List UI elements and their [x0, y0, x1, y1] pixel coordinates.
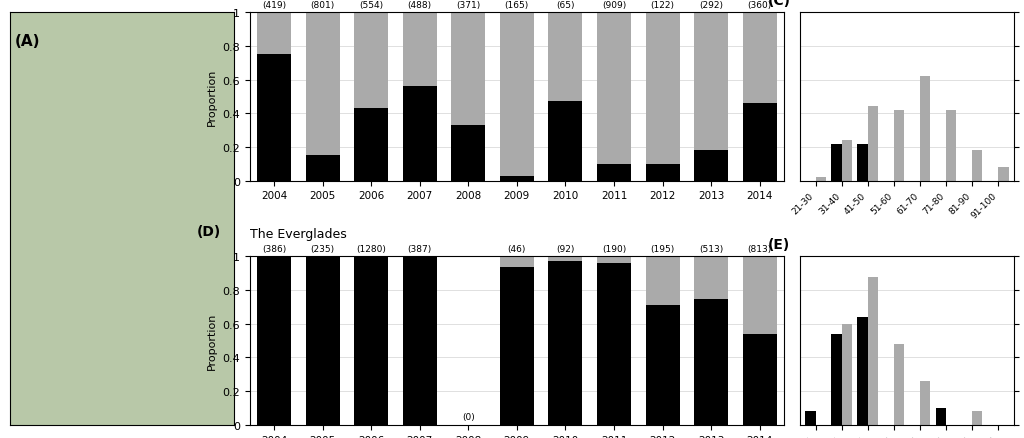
Bar	[257, 13, 291, 55]
Bar	[645, 306, 680, 425]
Bar	[972, 151, 982, 181]
Y-axis label: Proportion: Proportion	[207, 68, 217, 126]
Text: (C): (C)	[768, 0, 792, 8]
Text: (92): (92)	[556, 244, 574, 254]
Bar	[500, 13, 534, 176]
Bar	[868, 107, 879, 181]
Text: (E): (E)	[768, 237, 791, 251]
Bar	[831, 334, 842, 425]
Bar	[354, 13, 388, 109]
Bar	[842, 324, 852, 425]
Bar	[257, 55, 291, 181]
Text: (D): (D)	[197, 224, 220, 238]
Text: (165): (165)	[505, 1, 529, 10]
Bar	[402, 257, 436, 425]
Text: (488): (488)	[408, 1, 432, 10]
Bar	[868, 277, 879, 425]
Text: (419): (419)	[262, 1, 286, 10]
Text: (A): (A)	[14, 34, 40, 49]
Bar	[920, 381, 931, 425]
Bar	[257, 257, 291, 425]
Text: (801): (801)	[310, 1, 335, 10]
Text: (386): (386)	[262, 244, 286, 254]
Bar	[972, 411, 982, 425]
Text: (360): (360)	[748, 1, 772, 10]
Bar	[402, 87, 436, 181]
Bar	[500, 176, 534, 181]
Bar	[597, 264, 631, 425]
Text: (909): (909)	[602, 1, 626, 10]
Bar	[549, 257, 583, 261]
Bar	[452, 13, 485, 126]
Text: (513): (513)	[699, 244, 723, 254]
Text: (122): (122)	[650, 1, 675, 10]
Bar	[597, 257, 631, 264]
Bar	[842, 141, 852, 181]
Bar	[742, 257, 776, 334]
Bar	[549, 102, 583, 181]
Y-axis label: Proportion: Proportion	[207, 312, 217, 370]
Text: (195): (195)	[650, 244, 675, 254]
Bar	[645, 13, 680, 164]
Bar	[742, 13, 776, 104]
Bar	[936, 408, 946, 425]
Text: (292): (292)	[699, 1, 723, 10]
Bar	[857, 144, 868, 181]
Bar	[500, 257, 534, 267]
Bar	[500, 267, 534, 425]
Bar	[816, 178, 826, 181]
Bar	[694, 13, 728, 151]
Bar	[305, 156, 340, 181]
Bar	[354, 109, 388, 181]
Bar	[305, 257, 340, 425]
Bar	[402, 13, 436, 87]
Bar	[645, 164, 680, 181]
Text: The Everglades: The Everglades	[250, 227, 346, 240]
Bar	[452, 126, 485, 181]
Bar	[305, 13, 340, 156]
Text: (190): (190)	[602, 244, 626, 254]
Text: (1280): (1280)	[356, 244, 386, 254]
Bar	[549, 261, 583, 425]
Bar	[998, 168, 1009, 181]
Bar	[742, 104, 776, 181]
Text: (46): (46)	[508, 244, 526, 254]
Bar	[894, 111, 904, 181]
Text: (65): (65)	[556, 1, 574, 10]
Bar	[694, 299, 728, 425]
Text: (235): (235)	[310, 244, 335, 254]
Text: (371): (371)	[456, 1, 480, 10]
Bar	[831, 144, 842, 181]
Bar	[354, 257, 388, 425]
Bar	[597, 164, 631, 181]
Bar	[694, 151, 728, 181]
Bar	[694, 257, 728, 299]
Bar	[857, 317, 868, 425]
Bar	[946, 111, 956, 181]
Bar	[742, 334, 776, 425]
Text: (387): (387)	[408, 244, 432, 254]
Bar	[894, 344, 904, 425]
Text: (554): (554)	[359, 1, 383, 10]
Bar	[597, 13, 631, 164]
Bar	[805, 411, 816, 425]
Bar	[645, 257, 680, 306]
Text: (0): (0)	[462, 413, 475, 421]
Bar	[920, 77, 931, 181]
Bar	[549, 13, 583, 102]
Text: (813): (813)	[748, 244, 772, 254]
